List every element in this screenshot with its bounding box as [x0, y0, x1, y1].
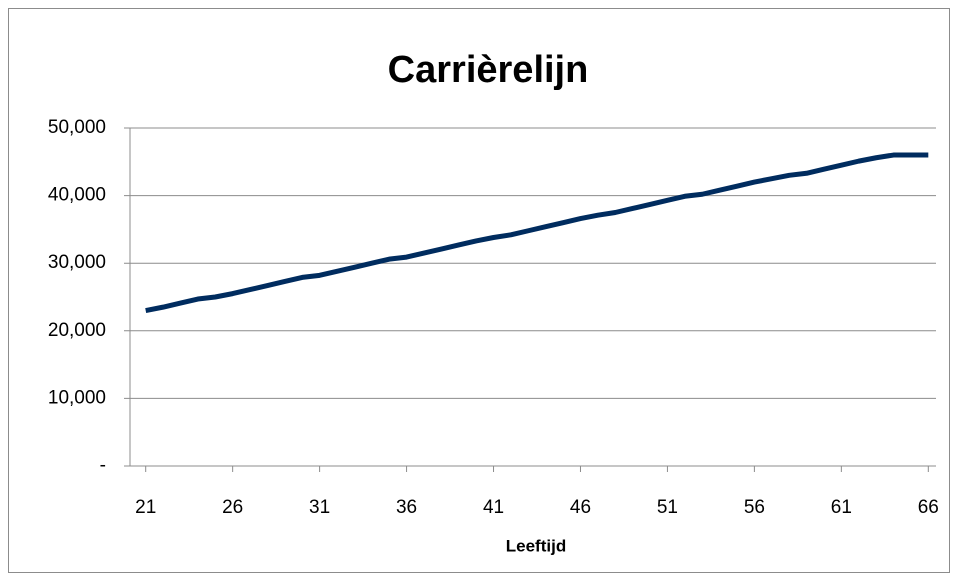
- chart-title: Carrièrelijn: [388, 49, 589, 91]
- x-tick-label: 61: [831, 497, 852, 518]
- x-tick-label: 41: [483, 497, 504, 518]
- y-tick-label: 40,000: [48, 185, 106, 206]
- x-tick-label: 26: [222, 497, 243, 518]
- x-tick-label: 51: [657, 497, 678, 518]
- x-tick-label: 36: [396, 497, 417, 518]
- y-tick-label: 10,000: [48, 387, 106, 408]
- line-series: [145, 152, 929, 313]
- x-tick-label: 46: [570, 497, 591, 518]
- y-tick-label: 50,000: [48, 117, 106, 138]
- x-tick-label: 21: [135, 497, 156, 518]
- y-tick-label: 20,000: [48, 320, 106, 341]
- x-axis-label: Leeftijd: [506, 536, 566, 555]
- chart-border: [8, 8, 950, 573]
- x-tick-label: 56: [744, 497, 765, 518]
- y-tick-label: 30,000: [48, 252, 106, 273]
- x-tick-label: 31: [309, 497, 330, 518]
- y-tick-label: -: [100, 455, 106, 476]
- x-tick-label: 66: [918, 497, 939, 518]
